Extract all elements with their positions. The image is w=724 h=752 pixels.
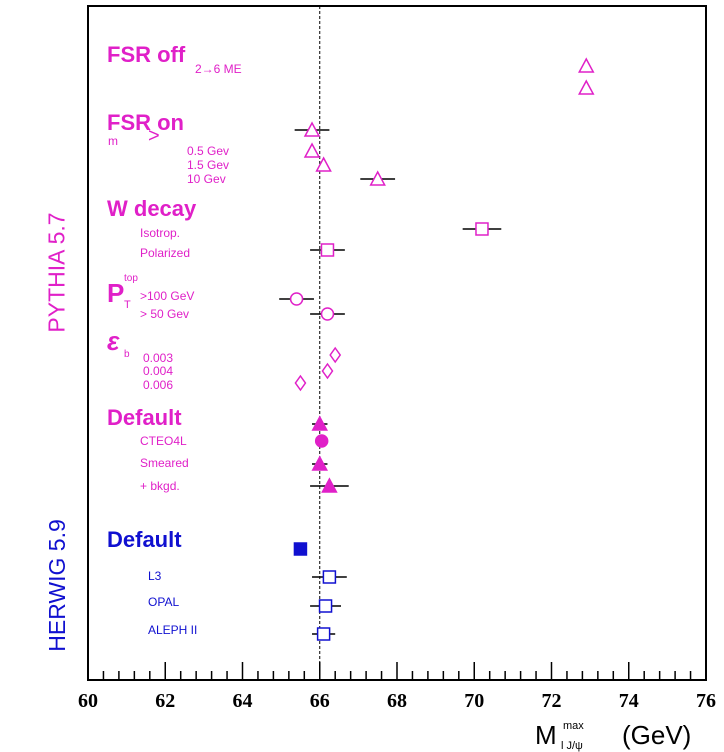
x-tick-label: 62: [155, 690, 175, 712]
group-title: Default: [107, 527, 182, 552]
epsilon-subscript: b: [124, 349, 130, 360]
data-point-circle-filled: [314, 434, 329, 448]
group-sublabel: OPAL: [148, 595, 179, 609]
data-point-triangle-open: [303, 121, 321, 137]
group-sublabel: Polarized: [140, 246, 190, 260]
group-sublabel: + bkgd.: [140, 479, 180, 493]
group-title: FSR on: [107, 110, 184, 135]
x-tick-label: 64: [233, 690, 253, 712]
data-point-square-open: [318, 599, 333, 613]
x-tick-label: 74: [619, 690, 639, 712]
data-point-triangle-filled: [321, 477, 338, 493]
group-title: FSR off: [107, 42, 186, 67]
x-tick-label: 76: [696, 690, 716, 712]
data-point-diamond-open: [294, 374, 307, 392]
data-points: [279, 57, 595, 641]
generator-label-herwig: HERWIG 5.9: [43, 518, 70, 652]
group-sublabel: CTEO4L: [140, 434, 187, 448]
data-point-triangle-filled: [311, 415, 329, 431]
data-point-triangle-open: [578, 79, 595, 95]
data-point-square-open: [322, 570, 337, 584]
data-point-square-open: [316, 627, 331, 641]
group-sublabel: 10 Gev: [187, 172, 226, 186]
x-axis-ticks: 60 62 64 66 68 70 72 74 76: [78, 662, 716, 712]
data-point-square-open: [320, 243, 335, 257]
data-point-square-open: [475, 222, 489, 236]
group-sublabel: 0.004: [143, 364, 173, 378]
data-point-circle-open: [289, 292, 304, 306]
x-axis-label-sup: max: [563, 720, 584, 732]
group-sublabel: > 50 Gev: [140, 307, 189, 321]
data-point-circle-open: [320, 307, 335, 321]
group-title: W decay: [107, 196, 197, 221]
data-point-diamond-open: [329, 346, 342, 364]
data-point-triangle-open: [578, 57, 595, 73]
x-tick-label: 66: [310, 690, 330, 712]
mmin-symbol: >: [148, 125, 160, 147]
data-point-triangle-filled: [311, 455, 329, 471]
plot-frame: [87, 5, 707, 681]
group-sublabel: Isotrop.: [140, 226, 180, 240]
group-sublabel: Smeared: [140, 456, 189, 470]
group-sublabel: m: [108, 134, 118, 148]
group-sublabel: 1.5 Gev: [187, 158, 229, 172]
data-point-triangle-open: [369, 170, 386, 186]
x-tick-label: 60: [78, 690, 98, 712]
group-sublabel: 0.5 Gev: [187, 144, 229, 158]
group-sublabel: >100 GeV: [140, 289, 194, 303]
data-point-diamond-open: [321, 362, 334, 380]
generator-label-pythia: PYTHIA 5.7: [43, 211, 70, 333]
x-tick-label: 70: [464, 690, 484, 712]
group-title: P: [107, 278, 124, 308]
group-title: ε: [107, 326, 120, 356]
x-axis-unit: (GeV): [622, 720, 691, 750]
data-point-triangle-open: [315, 156, 332, 172]
pt-superscript: top: [124, 273, 138, 284]
group-sublabel: L3: [148, 569, 162, 583]
data-point-square-filled: [293, 542, 308, 556]
group-sublabel: 0.006: [143, 378, 173, 392]
group-title: Default: [107, 405, 182, 430]
x-tick-label: 72: [542, 690, 562, 712]
x-axis-label-main: M: [535, 720, 557, 750]
x-axis-label-sub: l J/ψ: [561, 740, 583, 752]
group-sublabel: 0.003: [143, 351, 173, 365]
pt-subscript: T: [124, 299, 131, 311]
group-sublabel: ALEPH II: [148, 623, 197, 637]
group-sublabel: 2→6 ME: [195, 62, 242, 76]
x-tick-label: 68: [387, 690, 407, 712]
data-point-triangle-open: [303, 142, 321, 158]
